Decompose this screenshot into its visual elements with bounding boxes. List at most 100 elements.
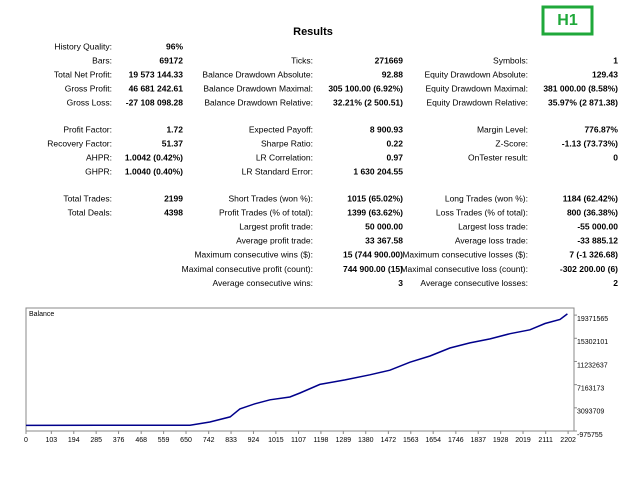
stat-value: 305 100.00 (6.92%) (328, 84, 403, 94)
x-tick-label: 924 (248, 437, 260, 444)
stat-label: Balance Drawdown Relative: (204, 98, 313, 108)
stat-label: Maximum consecutive losses ($): (402, 250, 528, 260)
stat-value: 271669 (375, 55, 404, 65)
stat-label: AHPR: (86, 152, 112, 162)
y-tick-label: -975755 (577, 432, 603, 439)
x-tick-label: 2019 (515, 437, 531, 444)
x-tick-label: 2202 (560, 437, 576, 444)
timeframe-badge-text: H1 (557, 12, 578, 29)
x-tick-label: 1746 (448, 437, 464, 444)
stat-value: 8 900.93 (370, 124, 403, 134)
stat-value: 1399 (63.62%) (347, 207, 403, 217)
x-tick-label: 1198 (313, 437, 328, 444)
stat-label: LR Standard Error: (242, 167, 313, 177)
stat-label: Bars: (92, 55, 112, 65)
x-tick-label: 1380 (358, 437, 374, 444)
stat-value: 51.37 (162, 138, 184, 148)
stat-value: 92.88 (382, 69, 404, 79)
stat-value: 3 (398, 278, 403, 288)
stat-label: Balance Drawdown Maximal: (203, 84, 313, 94)
stat-label: Equity Drawdown Relative: (426, 98, 528, 108)
y-tick-label: 19371565 (577, 316, 608, 323)
stat-label: Symbols: (493, 55, 528, 65)
x-tick-label: 376 (113, 437, 125, 444)
stat-value: 2 (613, 278, 618, 288)
x-tick-label: 1472 (381, 437, 397, 444)
stat-label: LR Correlation: (256, 152, 313, 162)
balance-line (25, 313, 568, 427)
timeframe-badge (541, 5, 594, 36)
stat-value: -27 108 098.28 (126, 98, 183, 108)
stat-value: 32.21% (2 500.51) (333, 98, 403, 108)
stat-value: 46 681 242.61 (129, 84, 184, 94)
x-tick-label: 742 (203, 437, 215, 444)
stat-label: Recovery Factor: (47, 138, 112, 148)
x-tick-label: 2111 (538, 437, 553, 444)
stat-label: Profit Factor: (63, 124, 112, 134)
stat-label: Average profit trade: (236, 236, 313, 246)
stat-value: 800 (36.38%) (567, 207, 618, 217)
stat-value: 1 630 204.55 (353, 167, 403, 177)
chart-title: Balance (29, 311, 54, 318)
stat-value: 1.72 (166, 124, 183, 134)
x-tick-label: 1107 (291, 437, 306, 444)
stat-label: Loss Trades (% of total): (436, 207, 528, 217)
stat-label: Long Trades (won %): (445, 193, 528, 203)
stat-label: Profit Trades (% of total): (219, 207, 313, 217)
x-tick-label: 1289 (336, 437, 352, 444)
x-tick-label: 1928 (493, 437, 509, 444)
stat-value: 1.0042 (0.42%) (125, 152, 183, 162)
stat-value: 35.97% (2 871.38) (548, 98, 618, 108)
stat-label: Total Net Profit: (54, 69, 112, 79)
stat-value: 33 367.58 (365, 236, 403, 246)
stat-label: Short Trades (won %): (228, 193, 313, 203)
stat-value: 0.97 (386, 152, 403, 162)
stat-label: Total Deals: (68, 207, 112, 217)
stat-value: -1.13 (73.73%) (562, 138, 618, 148)
chart-frame (25, 307, 575, 432)
stat-label: Average consecutive losses: (420, 278, 528, 288)
stat-label: GHPR: (85, 167, 112, 177)
stat-value: 0 (613, 152, 618, 162)
y-tick-label: 7163173 (577, 385, 604, 392)
x-tick-label: 559 (158, 437, 170, 444)
x-tick-label: 650 (180, 437, 192, 444)
x-tick-label: 1837 (470, 437, 486, 444)
stat-label: Expected Payoff: (249, 124, 313, 134)
y-tick-label: 15302101 (577, 339, 608, 346)
stat-label: Maximum consecutive wins ($): (194, 250, 313, 260)
stat-value: 0.22 (386, 138, 403, 148)
stat-value: -33 885.12 (577, 236, 618, 246)
stat-label: Average loss trade: (455, 236, 528, 246)
stat-value: 96% (166, 41, 183, 51)
stat-value: 1184 (62.42%) (563, 193, 618, 203)
stat-label: Ticks: (291, 55, 313, 65)
stat-value: 1.0040 (0.40%) (125, 167, 183, 177)
stat-label: History Quality: (54, 41, 112, 51)
stat-label: Equity Drawdown Absolute: (425, 69, 528, 79)
x-tick-label: 1015 (268, 437, 284, 444)
x-tick-label: 103 (46, 437, 58, 444)
x-tick-label: 833 (225, 437, 237, 444)
stat-value: 776.87% (584, 124, 618, 134)
x-tick-label: 1563 (403, 437, 419, 444)
x-tick-label: 194 (68, 437, 80, 444)
stat-value: 744 900.00 (15) (343, 264, 403, 274)
x-tick-label: 1654 (425, 437, 441, 444)
stat-label: Gross Profit: (65, 84, 112, 94)
stat-label: Total Trades: (63, 193, 112, 203)
stat-label: Largest loss trade: (458, 221, 528, 231)
stat-value: 4398 (164, 207, 183, 217)
stat-label: Balance Drawdown Absolute: (202, 69, 313, 79)
y-tick-label: 3093709 (577, 409, 604, 416)
stat-value: 1 (613, 55, 618, 65)
stat-label: OnTester result: (468, 152, 528, 162)
stat-label: Maximal consecutive loss (count): (400, 264, 528, 274)
x-tick-label: 285 (90, 437, 102, 444)
stat-label: Average consecutive wins: (213, 278, 313, 288)
stat-label: Margin Level: (477, 124, 528, 134)
stat-label: Maximal consecutive profit (count): (182, 264, 313, 274)
stat-value: -302 200.00 (6) (560, 264, 618, 274)
stat-label: Sharpe Ratio: (261, 138, 313, 148)
